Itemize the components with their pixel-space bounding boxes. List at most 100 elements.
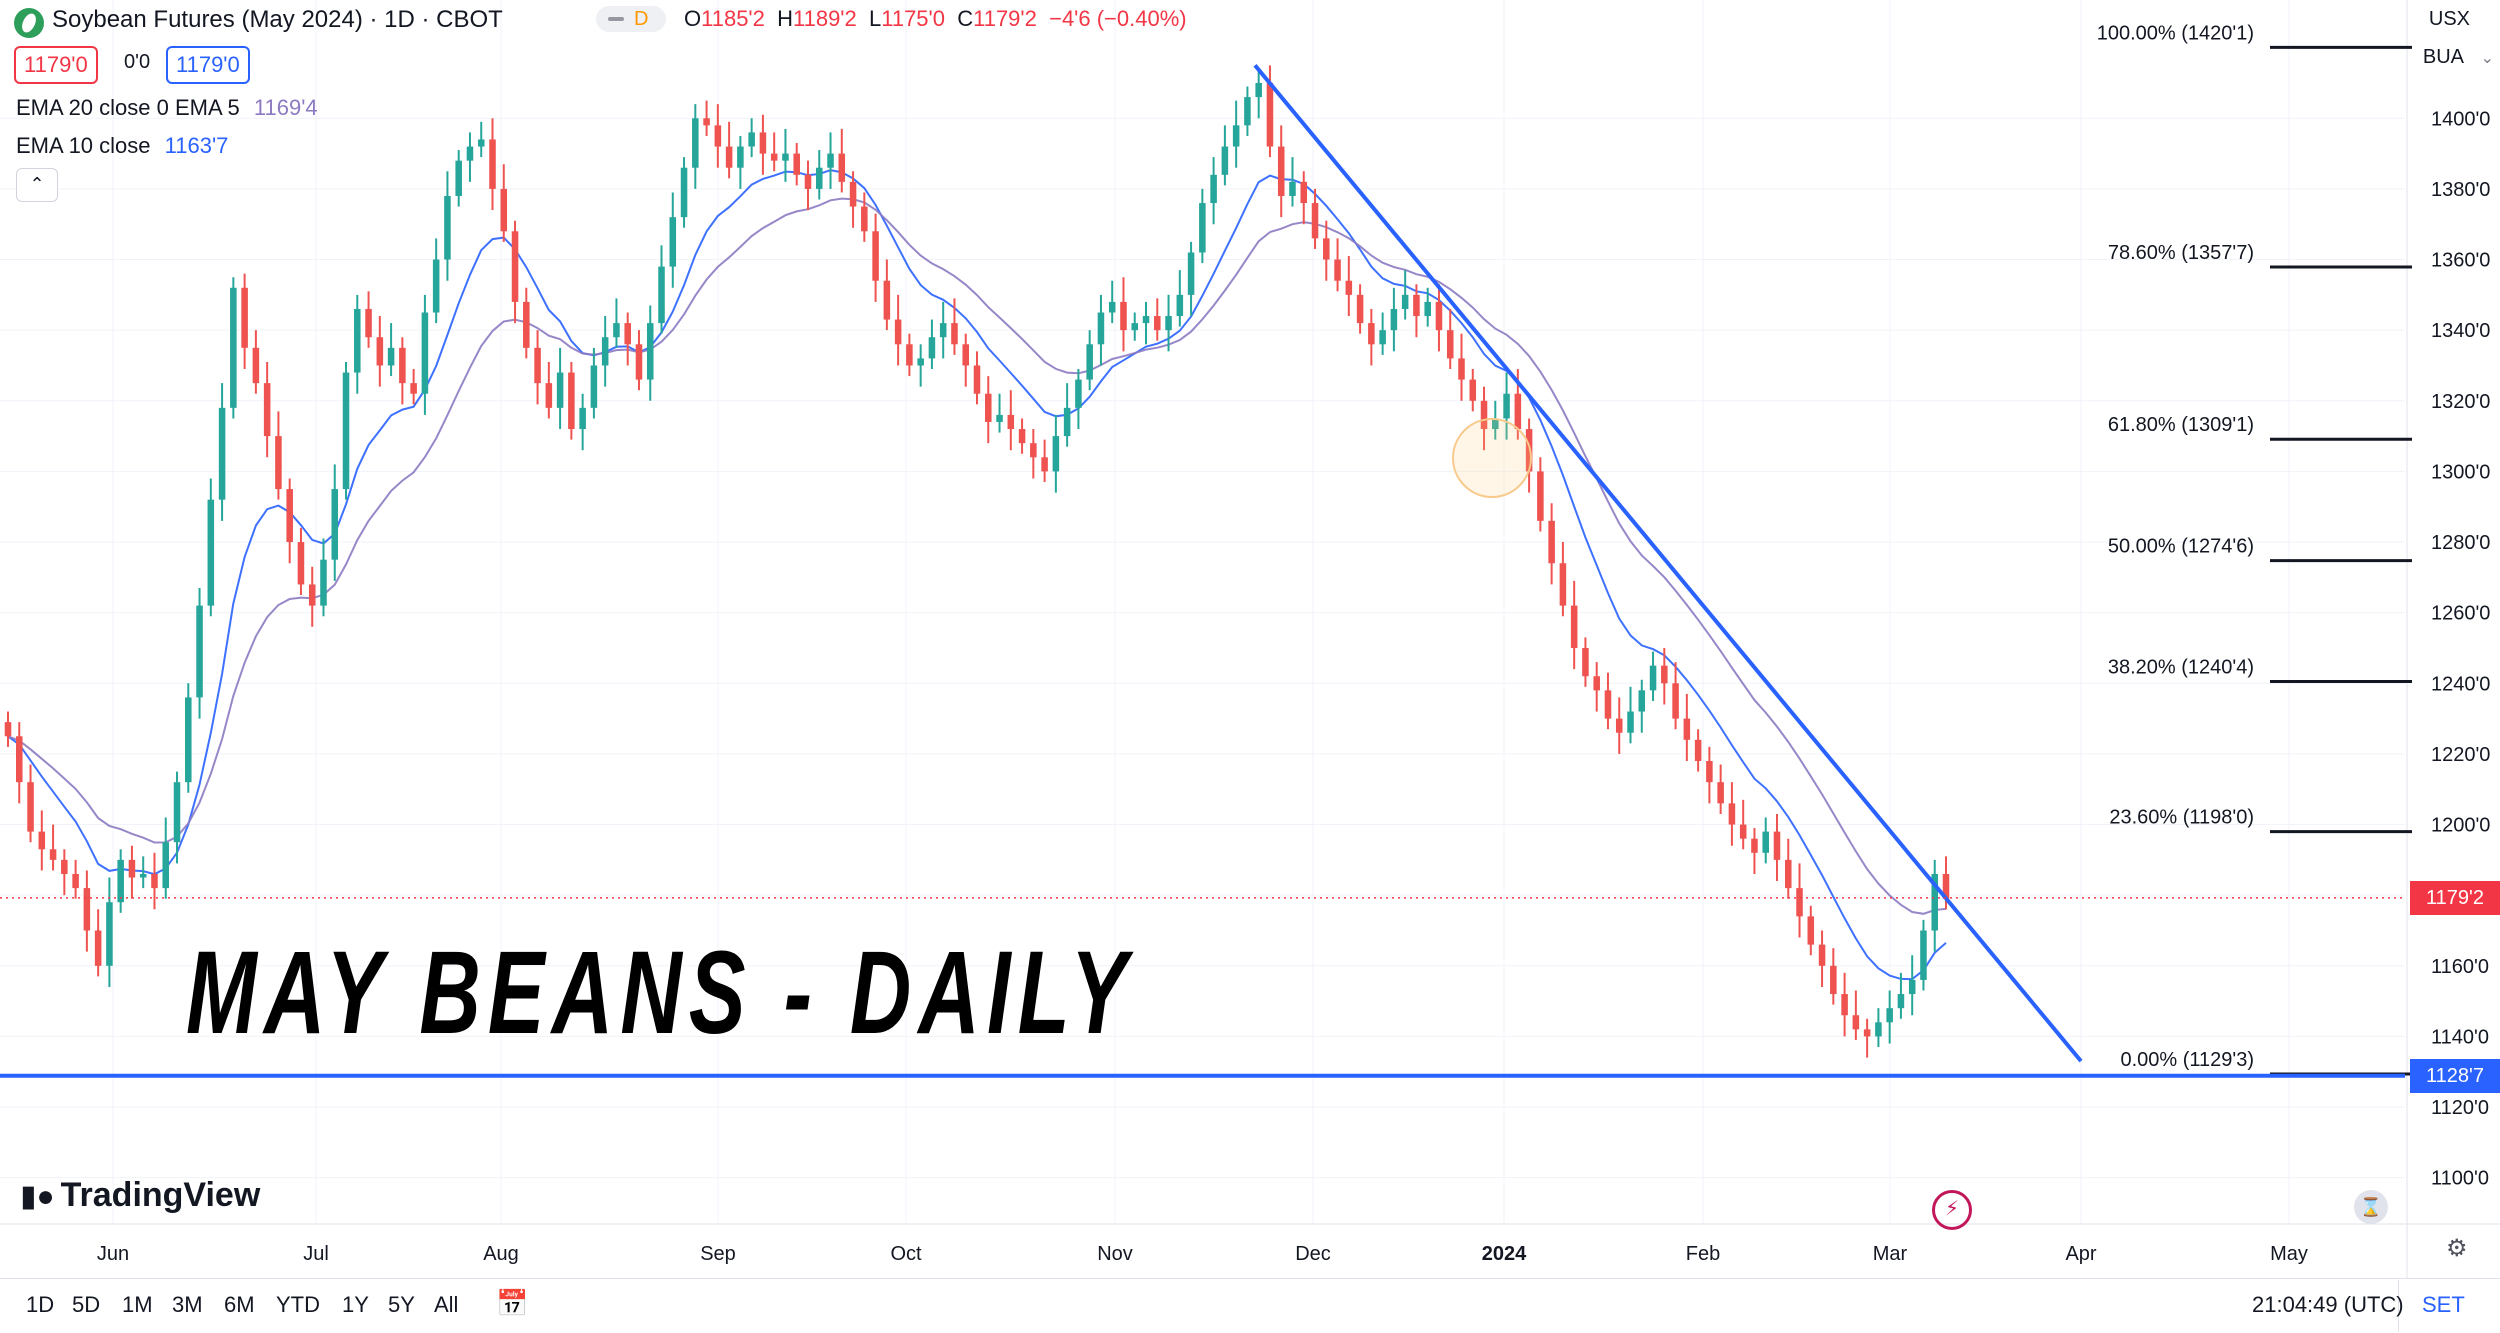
candle-down [635, 344, 643, 380]
chevron-down-icon[interactable]: ⌄ [2480, 50, 2494, 67]
candle-up [218, 407, 226, 500]
candle-up [162, 842, 170, 889]
time-tick-label: Sep [700, 1243, 736, 1265]
timeframe-button-all[interactable]: All [434, 1292, 459, 1317]
buy-price[interactable]: 1179'0 [166, 46, 250, 84]
lightning-icon[interactable]: ⚡ [1932, 1190, 1972, 1230]
candle-up [320, 559, 327, 606]
minus-icon [608, 17, 624, 21]
candle-down [4, 722, 12, 737]
candle-up [692, 118, 699, 168]
symbol-title[interactable]: Soybean Futures (May 2024) · 1D · CBOT [52, 6, 503, 33]
timeframe-button-6m[interactable]: 6M [224, 1292, 255, 1317]
status-pill[interactable]: D [596, 6, 666, 32]
candle-down [1311, 203, 1319, 239]
candle-down [624, 323, 631, 345]
candle-up [1255, 82, 1262, 98]
sell-price[interactable]: 1179'0 [14, 46, 98, 84]
unit-label[interactable]: BUA [2422, 46, 2464, 68]
candle-up [1075, 379, 1082, 408]
candle-up [601, 337, 609, 366]
candle-down [83, 888, 91, 931]
hourglass-icon[interactable]: ⌛ [2354, 1190, 2388, 1224]
timeframe-button-5d[interactable]: 5D [72, 1292, 101, 1317]
fibonacci-levels: 100.00% (1420'1) 78.60% (1357'7) 61.80% (1… [2097, 22, 2412, 1076]
candle-down [703, 118, 710, 126]
candle-up [1232, 125, 1240, 147]
currency-label[interactable]: USX [2428, 8, 2470, 30]
candle-up [556, 372, 564, 408]
candle-down [1942, 873, 1950, 899]
candle-up [680, 167, 688, 218]
price-tick-label: 1380'0 [2431, 179, 2490, 201]
candle-down [252, 347, 260, 384]
fib-level-label: 23.60% (1198'0) [2109, 807, 2254, 829]
candlestick-series [4, 65, 1950, 1058]
date-range-icon[interactable]: 📅 [496, 1288, 529, 1318]
grid-lines [0, 0, 2500, 1278]
candle-down [1841, 994, 1848, 1016]
candle-up [173, 782, 181, 843]
indicator-ema20[interactable]: EMA 20 close 0 EMA 5 1169'4 [16, 95, 318, 121]
candle-down [1334, 259, 1341, 281]
candle-up [1908, 979, 1916, 995]
candle-up [139, 873, 147, 878]
candle-down [1548, 520, 1555, 564]
timeframe-button-1y[interactable]: 1Y [342, 1292, 369, 1317]
candle-up [331, 489, 339, 560]
candle-up [106, 902, 113, 966]
candle-down [838, 153, 846, 182]
candle-up [1638, 690, 1646, 712]
candle-up [1210, 174, 1217, 204]
time-tick-label: Apr [2065, 1243, 2096, 1265]
candle-down [1751, 838, 1758, 853]
candle-down [365, 308, 372, 338]
price-tick-label: 1120'0 [2431, 1097, 2489, 1119]
candle-up [1199, 203, 1206, 253]
delay-badge: D [634, 8, 649, 30]
utc-clock[interactable]: 21:04:49 (UTC) [2252, 1292, 2404, 1317]
candle-down [376, 337, 384, 366]
candle-up [1627, 711, 1634, 733]
candle-down [951, 323, 958, 345]
candle-down [1323, 238, 1330, 260]
change-value: −4'6 (−0.40%) [1049, 6, 1187, 31]
candle-down [1446, 330, 1454, 359]
timeframe-button-1d[interactable]: 1D [26, 1292, 55, 1317]
collapse-legend-button[interactable]: ⌃ [16, 168, 58, 202]
candle-down [1435, 301, 1443, 331]
candle-up [1108, 301, 1116, 313]
candle-down [759, 132, 767, 154]
price-tick-label: 1220'0 [2431, 744, 2490, 766]
timeframe-button-3m[interactable]: 3M [172, 1292, 203, 1317]
settings-gear-icon[interactable]: ⚙ [2446, 1235, 2468, 1262]
timeframe-button-5y[interactable]: 5Y [388, 1292, 415, 1317]
candle-up [1931, 873, 1939, 931]
timeframe-button-1m[interactable]: 1M [122, 1292, 153, 1317]
candle-up [590, 365, 598, 408]
candle-down [1728, 803, 1736, 825]
candle-up [1920, 930, 1927, 980]
time-tick-label: 2024 [1482, 1243, 1527, 1265]
candle-down [15, 736, 23, 783]
indicator-ema10[interactable]: EMA 10 close 1163'7 [16, 133, 228, 159]
candle-down [906, 344, 913, 366]
last-price-tag: 1179'2 [2410, 880, 2500, 915]
candle-down [275, 436, 282, 490]
indicator-label: EMA 20 close 0 EMA 5 [16, 95, 240, 120]
candle-up [354, 308, 361, 373]
price-tick-label: 1140'0 [2431, 1026, 2489, 1048]
candle-up [1649, 665, 1657, 691]
candle-up [928, 337, 936, 359]
fib-level-label: 38.20% (1240'4) [2108, 657, 2254, 679]
divider [2398, 1280, 2399, 1332]
candle-down [1458, 358, 1465, 380]
set-button[interactable]: SET [2422, 1292, 2465, 1317]
candle-up [196, 605, 203, 698]
candle-down [849, 181, 857, 207]
timeframe-button-ytd[interactable]: YTD [276, 1292, 320, 1317]
tradingview-logo[interactable]: ▮● TradingView [20, 1176, 260, 1215]
candle-down [151, 873, 158, 889]
